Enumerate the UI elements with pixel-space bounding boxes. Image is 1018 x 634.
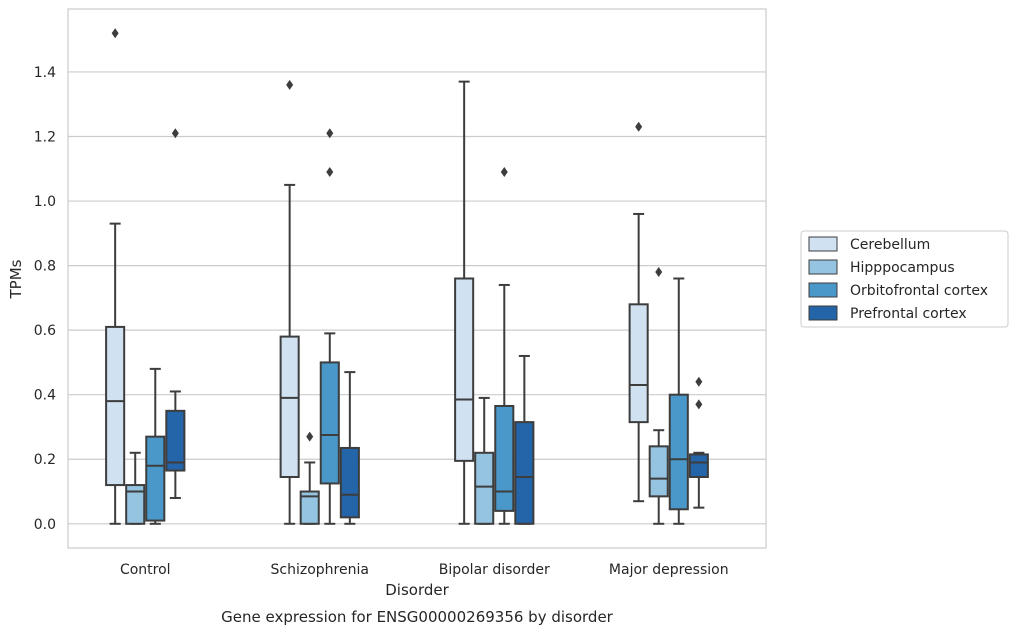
y-tick-label: 1.4 bbox=[34, 65, 56, 81]
y-axis-title: TPMs bbox=[7, 259, 25, 299]
y-tick-label: 0.4 bbox=[34, 388, 56, 404]
outlier-point bbox=[500, 166, 508, 177]
box-hipppocampus-2 bbox=[474, 396, 495, 525]
box-hipppocampus-3 bbox=[648, 267, 669, 525]
outlier-point bbox=[111, 28, 119, 39]
box-iqr bbox=[648, 445, 669, 498]
outlier-point bbox=[695, 399, 703, 410]
box-hipppocampus-0 bbox=[125, 451, 146, 525]
box-iqr bbox=[668, 393, 689, 511]
legend: Cerebellum Hipppocampus Orbitofrontal cort… bbox=[800, 230, 1009, 328]
x-tick-label: Schizophrenia bbox=[271, 562, 369, 578]
x-tick-label: Control bbox=[120, 562, 171, 578]
box-iqr bbox=[688, 453, 709, 478]
y-axis-ticks: 0.0 0.2 0.4 0.6 0.8 1.0 1.2 1.4 bbox=[34, 65, 56, 533]
outlier-point bbox=[655, 267, 663, 278]
box-iqr bbox=[145, 435, 166, 522]
box-iqr bbox=[105, 325, 126, 487]
box-iqr bbox=[474, 451, 495, 525]
x-tick-label: Major depression bbox=[609, 562, 729, 578]
box-iqr bbox=[454, 277, 475, 462]
box-prefrontal-cortex-1 bbox=[339, 371, 360, 525]
legend-item-hipppocampus: Hipppocampus bbox=[808, 259, 955, 276]
box-iqr bbox=[279, 335, 300, 478]
outlier-point bbox=[326, 166, 334, 177]
box-iqr bbox=[125, 484, 146, 525]
y-tick-label: 0.6 bbox=[34, 323, 56, 339]
legend-swatch bbox=[808, 236, 838, 252]
outlier-point bbox=[695, 376, 703, 387]
x-axis-ticks: Control Schizophrenia Bipolar disorder Majo… bbox=[120, 562, 729, 578]
legend-label: Orbitofrontal cortex bbox=[850, 283, 988, 299]
box-orbitofrontal-cortex-2 bbox=[494, 166, 515, 525]
outlier-point bbox=[635, 121, 643, 132]
legend-item-orbitofrontal-cortex: Orbitofrontal cortex bbox=[808, 282, 988, 299]
box-prefrontal-cortex-2 bbox=[514, 354, 535, 525]
y-tick-label: 1.0 bbox=[34, 194, 56, 210]
box-iqr bbox=[628, 303, 649, 424]
outlier-point bbox=[171, 128, 179, 139]
legend-item-cerebellum: Cerebellum bbox=[808, 236, 930, 253]
legend-swatch bbox=[808, 305, 838, 321]
legend-label: Hipppocampus bbox=[850, 260, 955, 276]
legend-item-prefrontal-cortex: Prefrontal cortex bbox=[808, 305, 967, 322]
plot-area-frame bbox=[67, 8, 767, 549]
outlier-point bbox=[306, 431, 314, 442]
box-iqr bbox=[339, 446, 360, 519]
box-iqr bbox=[514, 421, 535, 525]
box-cerebellum-2 bbox=[454, 80, 475, 525]
legend-label: Cerebellum bbox=[850, 237, 930, 253]
y-tick-label: 0.2 bbox=[34, 452, 56, 468]
y-tick-label: 0.0 bbox=[34, 517, 56, 533]
box-cerebellum-0 bbox=[105, 28, 126, 525]
legend-frame bbox=[800, 230, 1009, 328]
box-orbitofrontal-cortex-0 bbox=[145, 367, 166, 525]
box-iqr bbox=[165, 409, 186, 472]
y-tick-label: 1.2 bbox=[34, 129, 56, 145]
y-tick-label: 0.8 bbox=[34, 259, 56, 275]
box-iqr bbox=[319, 361, 340, 485]
box-prefrontal-cortex-3 bbox=[688, 376, 709, 509]
box-iqr bbox=[299, 490, 320, 525]
box-hipppocampus-1 bbox=[299, 431, 320, 525]
box-prefrontal-cortex-0 bbox=[165, 128, 186, 499]
box-cerebellum-3 bbox=[628, 121, 649, 503]
outlier-point bbox=[286, 79, 294, 90]
x-axis-title: Disorder bbox=[385, 581, 449, 599]
box-orbitofrontal-cortex-3 bbox=[668, 277, 689, 525]
box-groups bbox=[105, 28, 709, 525]
legend-label: Prefrontal cortex bbox=[850, 306, 967, 322]
box-orbitofrontal-cortex-1 bbox=[319, 128, 340, 525]
outlier-point bbox=[326, 128, 334, 139]
chart-caption: Gene expression for ENSG00000269356 by d… bbox=[221, 608, 614, 626]
legend-swatch bbox=[808, 282, 838, 298]
box-cerebellum-1 bbox=[279, 79, 300, 525]
box-iqr bbox=[494, 404, 515, 512]
x-tick-label: Bipolar disorder bbox=[439, 562, 550, 578]
legend-swatch bbox=[808, 259, 838, 275]
